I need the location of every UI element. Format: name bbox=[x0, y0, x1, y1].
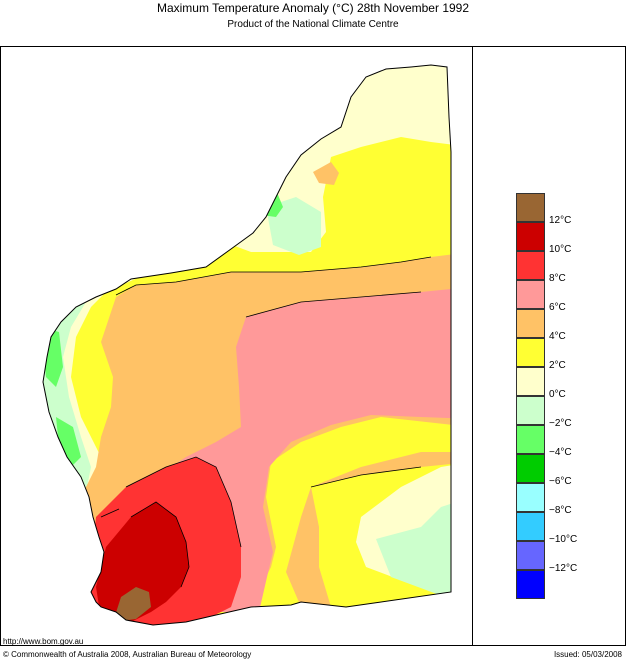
legend-tick-label: −2°C bbox=[549, 418, 572, 429]
footer-issued: Issued: 05/03/2008 bbox=[553, 650, 622, 659]
legend-swatch bbox=[516, 512, 545, 541]
map-subtitle: Product of the National Climate Centre bbox=[227, 19, 399, 30]
legend-swatch bbox=[516, 454, 545, 483]
legend-swatch bbox=[516, 541, 545, 570]
legend-swatch bbox=[516, 309, 545, 338]
legend-tick-label: −12°C bbox=[549, 563, 578, 574]
zone-green-southeast bbox=[376, 497, 451, 607]
legend-tick-label: 2°C bbox=[549, 360, 566, 371]
footer-copyright: © Commonwealth of Australia 2008, Austra… bbox=[3, 650, 252, 659]
legend-tick-label: −4°C bbox=[549, 447, 572, 458]
anomaly-map bbox=[42, 64, 452, 626]
legend-swatch bbox=[516, 280, 545, 309]
legend-tick-label: 4°C bbox=[549, 331, 566, 342]
legend-divider bbox=[472, 46, 473, 646]
legend-swatch bbox=[516, 193, 545, 222]
legend-swatch bbox=[516, 222, 545, 251]
legend-swatch bbox=[516, 396, 545, 425]
zone-orange-small bbox=[313, 162, 339, 185]
legend-tick-label: 12°C bbox=[549, 215, 572, 226]
footer-url[interactable]: http://www.bom.gov.au bbox=[3, 637, 84, 646]
anomaly-fill-layer bbox=[43, 65, 451, 625]
legend-tick-label: −10°C bbox=[549, 534, 578, 545]
legend-tick-label: 6°C bbox=[549, 302, 566, 313]
legend-tick-label: 8°C bbox=[549, 273, 566, 284]
legend-swatch bbox=[516, 483, 545, 512]
legend-tick-label: −8°C bbox=[549, 505, 572, 516]
zone-green-west-deep bbox=[43, 327, 81, 467]
legend-swatch bbox=[516, 367, 545, 396]
legend-swatch bbox=[516, 570, 545, 599]
zone-dark-red bbox=[96, 502, 189, 625]
legend-tick-label: 0°C bbox=[549, 389, 566, 400]
legend-tick-label: 10°C bbox=[549, 244, 572, 255]
zone-brown bbox=[113, 587, 151, 622]
contour-lines bbox=[100, 256, 432, 588]
legend-tick-label: −6°C bbox=[549, 476, 572, 487]
legend-swatch bbox=[516, 425, 545, 454]
map-title: Maximum Temperature Anomaly (°C) 28th No… bbox=[156, 1, 470, 15]
legend-swatch bbox=[516, 251, 545, 280]
legend-swatch bbox=[516, 338, 545, 367]
